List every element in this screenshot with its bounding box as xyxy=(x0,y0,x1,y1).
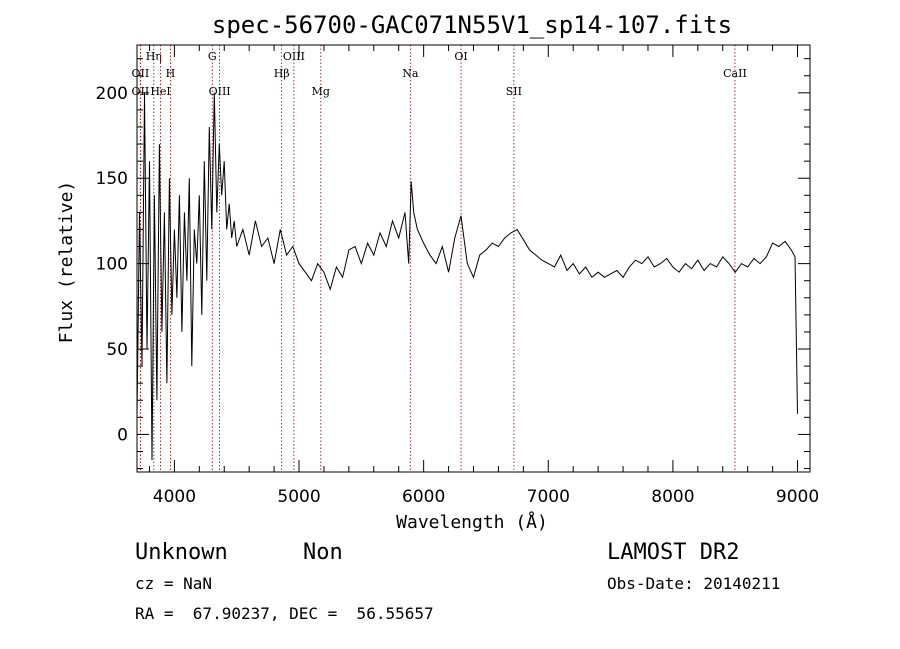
y-axis-label: Flux (relative) xyxy=(56,181,77,344)
coordinates: RA = 67.90237, DEC = 56.55657 xyxy=(135,604,434,623)
object-class: Unknown xyxy=(135,540,228,565)
line-label-5: G xyxy=(208,50,217,63)
spectrum-series xyxy=(136,92,798,461)
line-label-8: OIII xyxy=(283,50,305,63)
y-tick-label-0: 0 xyxy=(117,425,128,445)
line-label-13: CaII xyxy=(723,67,747,80)
object-subclass: Non xyxy=(303,540,343,565)
line-label-7: Hβ xyxy=(274,67,290,80)
y-tick-label-1: 50 xyxy=(106,340,128,360)
y-tick-label-4: 200 xyxy=(96,84,128,104)
plot-axes: 4000 5000 6000 7000 8000 9000 0 50 100 150 200 xyxy=(96,44,819,507)
line-label-9: Mg xyxy=(312,85,330,98)
survey-name: LAMOST DR2 xyxy=(607,540,739,565)
line-label-2: Hη xyxy=(146,50,162,63)
redshift-cz: cz = NaN xyxy=(135,574,212,593)
plot-frame xyxy=(136,44,811,473)
line-label-12: SII xyxy=(506,85,522,98)
observation-date: Obs-Date: 20140211 xyxy=(607,574,780,593)
x-tick-label-3: 7000 xyxy=(527,487,570,507)
x-tick-label-2: 6000 xyxy=(402,487,445,507)
line-label-10: Na xyxy=(402,67,419,80)
x-tick-label-5: 9000 xyxy=(776,487,819,507)
x-tick-label-1: 5000 xyxy=(277,487,320,507)
y-tick-label-3: 150 xyxy=(96,169,128,189)
line-label-6: OIII xyxy=(209,85,231,98)
chart-title: spec-56700-GAC071N55V1_sp14-107.fits xyxy=(212,11,732,39)
x-tick-label-4: 8000 xyxy=(651,487,694,507)
x-axis-label: Wavelength (Å) xyxy=(396,511,548,533)
line-label-11: OI xyxy=(454,50,467,63)
line-label-4: H xyxy=(166,67,176,80)
line-label-1: OII xyxy=(132,85,150,98)
line-label-3: HeI xyxy=(150,85,170,98)
spectrum-line xyxy=(136,92,798,461)
x-tick-label-0: 4000 xyxy=(153,487,196,507)
y-tick-label-2: 100 xyxy=(96,255,128,275)
